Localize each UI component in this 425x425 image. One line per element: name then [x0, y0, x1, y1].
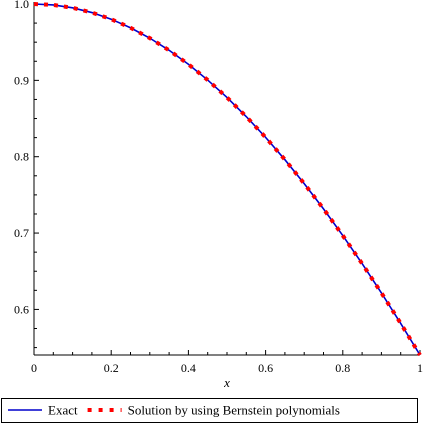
y-tick-label: 0.9: [14, 73, 29, 87]
axes: [33, 2, 420, 356]
x-tick-label: 1: [417, 361, 423, 375]
series-line-bernstein: [33, 2, 422, 357]
legend: Exact Solution by using Bernstein polynom…: [1, 398, 418, 423]
legend-entry: Solution by using Bernstein polynomials: [128, 403, 340, 418]
y-tick-label: 1.0: [14, 0, 29, 11]
ticks: 0 0.2 0.4 0.6 0.8 1 0.6 0.7 0.8 0.9 1.0: [14, 0, 423, 375]
x-tick-label: 0.4: [181, 361, 196, 375]
x-tick-label: 0: [31, 361, 37, 375]
series-group: [33, 2, 422, 357]
series-line-exact: [33, 3, 421, 356]
legend-entry: Exact: [48, 403, 78, 418]
y-tick-label: 0.7: [14, 226, 29, 240]
x-axis-label: x: [223, 375, 230, 390]
x-tick-label: 0.8: [335, 361, 350, 375]
y-tick-label: 0.8: [14, 150, 29, 164]
x-tick-label: 0.2: [104, 361, 119, 375]
y-tick-label: 0.6: [14, 302, 29, 316]
legend-box: [1, 398, 418, 423]
x-tick-label: 0.6: [258, 361, 273, 375]
